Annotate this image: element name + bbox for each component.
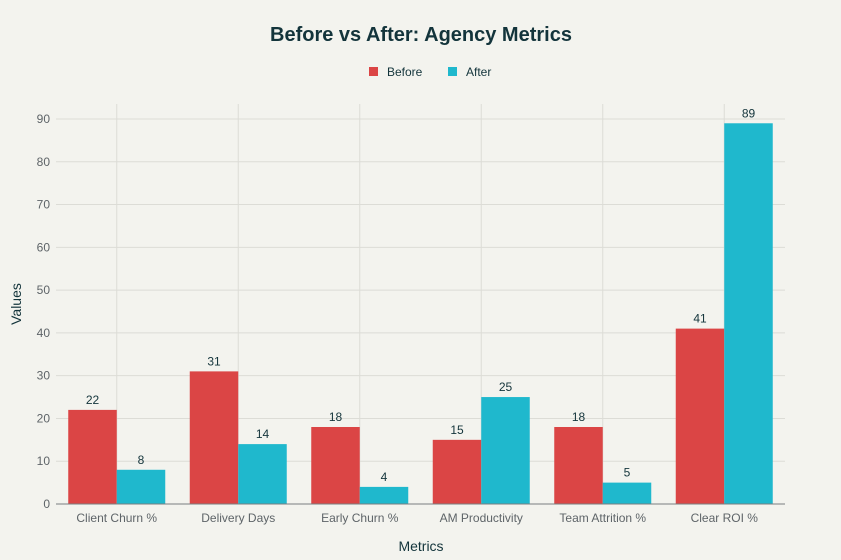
bar-after xyxy=(481,397,530,504)
bars xyxy=(68,123,773,505)
bar-after xyxy=(116,469,166,504)
data-label-after: 25 xyxy=(499,380,513,394)
x-tick-label: Early Churn % xyxy=(321,511,399,525)
legend-label-before: Before xyxy=(387,65,423,79)
legend: Before After xyxy=(369,65,491,79)
y-tick-label: 30 xyxy=(37,369,51,383)
y-tick-label: 20 xyxy=(37,411,51,425)
bar-before xyxy=(675,328,725,504)
x-tick-label: Client Churn % xyxy=(76,511,157,525)
y-tick-label: 80 xyxy=(37,155,51,169)
data-label-after: 5 xyxy=(624,466,631,480)
bar-after xyxy=(724,123,773,505)
bar-before xyxy=(68,409,117,504)
y-tick-label: 0 xyxy=(43,497,50,511)
bar-before xyxy=(311,427,360,504)
bar-before xyxy=(554,427,603,504)
bar-after xyxy=(359,486,409,504)
x-tick-label: Clear ROI % xyxy=(691,511,759,525)
data-label-before: 22 xyxy=(86,393,100,407)
data-label-before: 18 xyxy=(329,410,343,424)
data-label-after: 89 xyxy=(742,106,756,120)
legend-swatch-before xyxy=(369,67,378,76)
y-tick-label: 70 xyxy=(37,198,51,212)
y-tick-label: 90 xyxy=(37,112,51,126)
y-tick-label: 10 xyxy=(37,454,51,468)
data-label-after: 8 xyxy=(138,453,145,467)
data-labels: 22 8 31 14 18 4 15 25 18 5 41 89 xyxy=(86,106,756,484)
data-label-after: 14 xyxy=(256,427,270,441)
bar-before xyxy=(432,439,482,504)
legend-label-after: After xyxy=(466,65,491,79)
x-tick-label: Team Attrition % xyxy=(559,511,646,525)
data-label-before: 41 xyxy=(693,312,707,326)
x-tick-label: AM Productivity xyxy=(440,511,523,525)
x-axis: Client Churn % Delivery Days Early Churn %… xyxy=(56,503,785,525)
x-axis-title: Metrics xyxy=(398,538,443,554)
bar-after xyxy=(602,482,652,504)
data-label-before: 31 xyxy=(207,354,221,368)
x-tick-label: Delivery Days xyxy=(201,511,275,525)
data-label-after: 4 xyxy=(381,470,388,484)
y-axis-title: Values xyxy=(8,283,24,325)
y-axis: 0 10 20 30 40 50 60 70 80 90 xyxy=(37,112,51,511)
bar-before xyxy=(189,371,239,504)
data-label-before: 15 xyxy=(450,423,464,437)
data-label-before: 18 xyxy=(572,410,586,424)
bar-after xyxy=(238,444,287,504)
y-tick-label: 40 xyxy=(37,326,51,340)
y-tick-label: 60 xyxy=(37,240,51,254)
gridlines xyxy=(56,104,785,504)
y-tick-label: 50 xyxy=(37,283,51,297)
chart-title: Before vs After: Agency Metrics xyxy=(270,24,572,46)
legend-swatch-after xyxy=(448,67,457,76)
